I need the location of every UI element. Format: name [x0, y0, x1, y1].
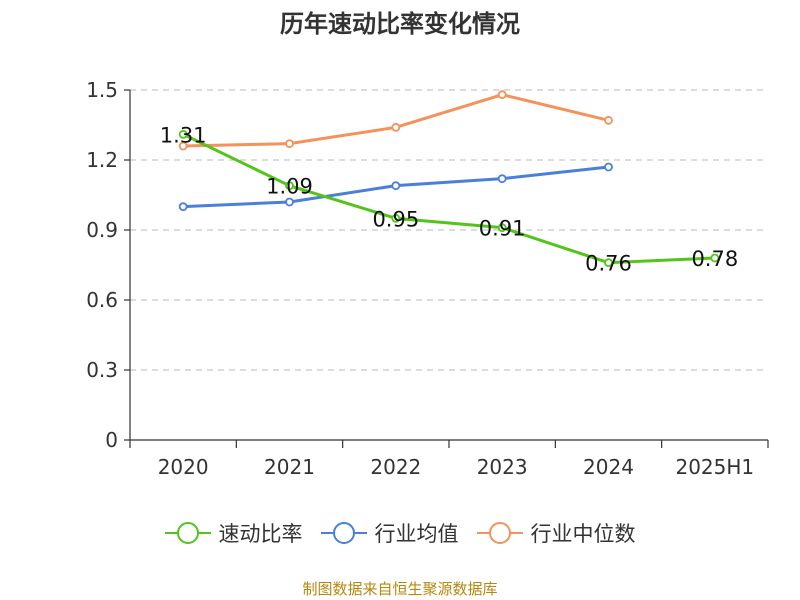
legend: 速动比率 行业均值 行业中位数 [0, 518, 800, 548]
legend-item[interactable]: 速动比率 [164, 518, 303, 548]
legend-marker-icon [164, 522, 211, 544]
data-point[interactable] [604, 258, 613, 268]
x-tick-label: 2022 [370, 455, 421, 479]
data-point[interactable] [497, 174, 507, 184]
data-point[interactable] [497, 223, 507, 233]
data-point[interactable] [391, 122, 401, 132]
series-1 [178, 162, 613, 212]
data-point[interactable] [710, 253, 720, 263]
data-point[interactable] [604, 162, 613, 172]
legend-label: 行业均值 [374, 522, 459, 546]
y-tick-label: 0.9 [86, 218, 118, 242]
series-2 [178, 90, 613, 151]
series-line [183, 93, 609, 148]
y-tick-label: 0.3 [86, 358, 118, 382]
data-point[interactable] [178, 202, 188, 212]
grid-layer [130, 89, 768, 371]
x-tick-label: 2020 [158, 455, 209, 479]
axis-layer: 0 0.3 0.6 0.9 1.2 1.5 2020 2021 2022 2023 2024 2025… [86, 78, 769, 479]
series-line [182, 132, 715, 265]
legend-marker-icon [476, 522, 523, 544]
x-tick-label: 2021 [264, 455, 315, 479]
legend-marker-icon [320, 522, 367, 544]
chart-title: 历年速动比率变化情况 [280, 10, 520, 38]
data-label: 0.91 [479, 217, 526, 241]
x-tick-label: 2024 [583, 455, 634, 479]
data-label: 0.95 [372, 207, 419, 231]
data-point[interactable] [285, 181, 294, 191]
data-label-layer: 1.31 1.09 0.95 0.91 0.76 0.78 [160, 123, 738, 275]
data-point[interactable] [391, 181, 401, 191]
series-layer [178, 90, 720, 268]
x-tick-label: 2023 [477, 455, 528, 479]
legend-label: 速动比率 [218, 522, 303, 546]
data-label: 0.78 [691, 247, 738, 271]
legend-item[interactable]: 行业均值 [320, 518, 459, 548]
y-tick-label: 0 [105, 428, 118, 452]
y-tick-label: 1.5 [86, 78, 118, 102]
data-point[interactable] [178, 129, 188, 139]
y-tick-label: 0.6 [86, 288, 118, 312]
legend-label: 行业中位数 [530, 522, 636, 546]
legend-item[interactable]: 行业中位数 [476, 518, 636, 548]
data-label: 1.09 [266, 175, 313, 199]
data-label: 1.31 [160, 123, 207, 147]
data-point[interactable] [391, 213, 401, 223]
data-point[interactable] [285, 197, 294, 207]
source-note: 制图数据来自恒生聚源数据库 [302, 580, 498, 598]
y-tick-label: 1.2 [86, 148, 118, 172]
data-point[interactable] [497, 90, 507, 100]
data-point[interactable] [178, 141, 188, 151]
series-0 [178, 129, 720, 268]
data-point[interactable] [604, 115, 613, 125]
data-point[interactable] [285, 139, 294, 149]
data-label: 0.76 [585, 252, 632, 276]
x-tick-label: 2025H1 [675, 455, 754, 479]
